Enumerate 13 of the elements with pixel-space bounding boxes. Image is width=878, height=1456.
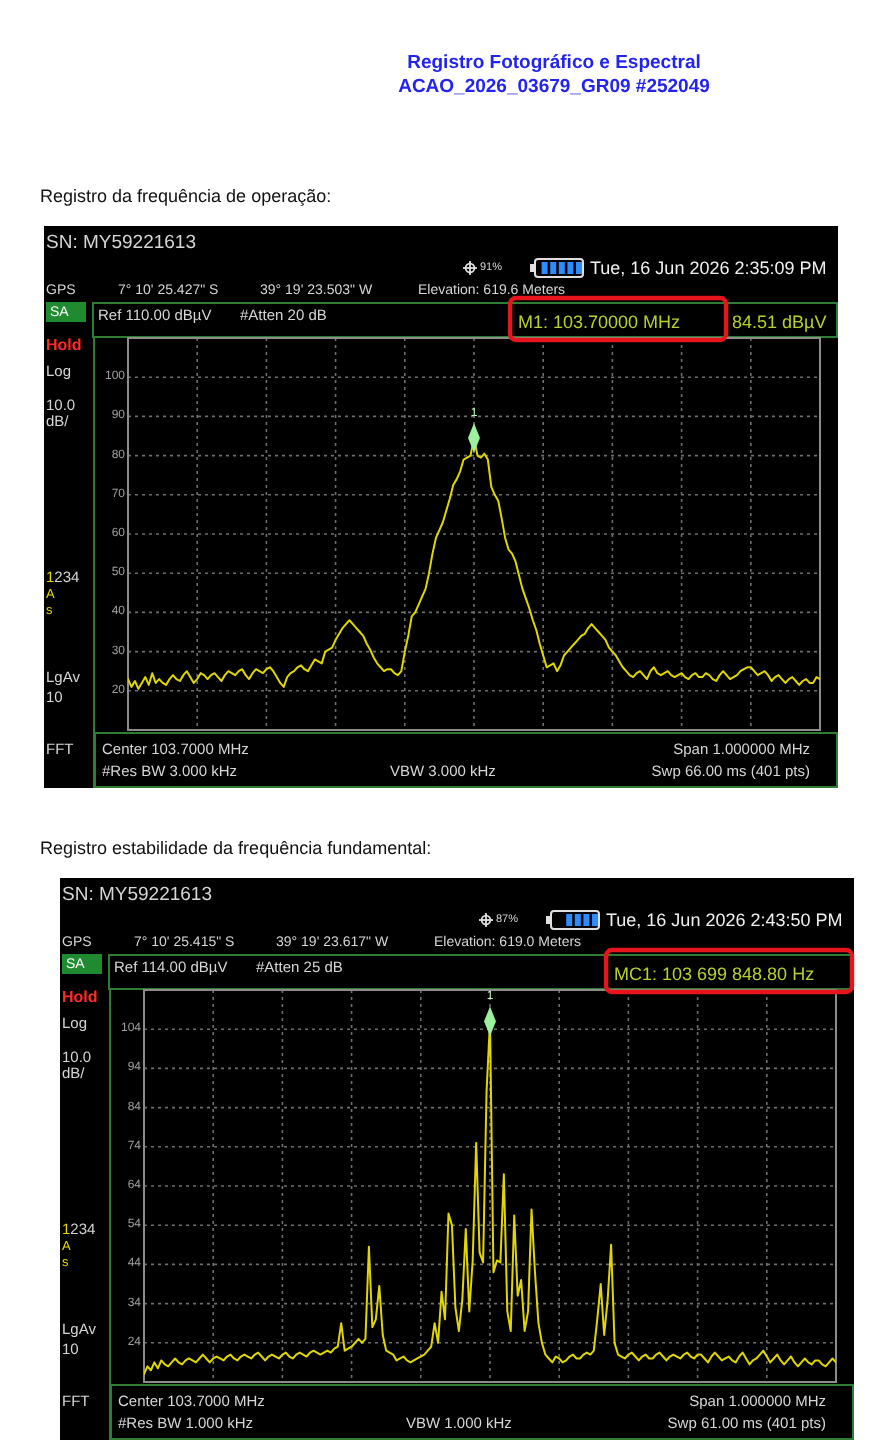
text: Tue, 16 Jun 2026 2:43:50 PM	[606, 910, 843, 930]
chart-subtitle: ACAO_2026_03679_GR09 #252049	[398, 75, 710, 97]
text: 84.51 dBµV	[732, 312, 827, 332]
text: Tue, 16 Jun 2026 2:35:09 PM	[590, 258, 827, 278]
text: Hold	[62, 987, 98, 1005]
text: MC1: 103 699 848.80 Hz	[614, 964, 816, 984]
chart-title: Registro Fotográfico e Espectral	[407, 51, 701, 73]
text: Registro da frequência de operação:	[40, 186, 332, 206]
text: SN: MY59221613	[46, 231, 196, 253]
text: Registro estabilidade da frequência fundamental:	[40, 838, 432, 858]
text: M1: 103.70000 MHz	[518, 312, 682, 332]
text: Hold	[46, 335, 82, 353]
text: SN: MY59221613	[62, 883, 212, 905]
